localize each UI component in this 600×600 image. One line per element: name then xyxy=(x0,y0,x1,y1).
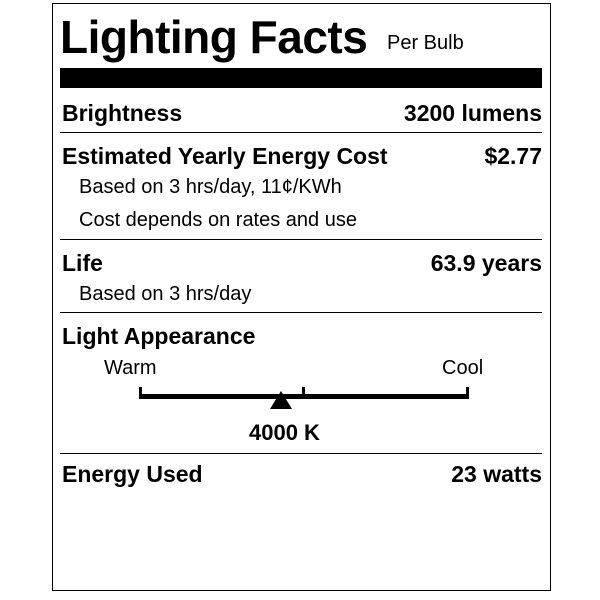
brightness-label: Brightness xyxy=(62,100,183,126)
divider xyxy=(60,453,542,454)
cool-label: Cool xyxy=(442,357,484,379)
lighting-facts-label xyxy=(52,3,551,591)
divider xyxy=(60,132,542,133)
energy-used-value: 23 watts xyxy=(451,461,542,487)
divider xyxy=(60,312,542,313)
energy-cost-note: Based on 3 hrs/day, 11¢/KWh xyxy=(79,176,342,198)
light-appearance-label: Light Appearance xyxy=(62,323,256,349)
divider xyxy=(60,239,542,240)
temperature-marker-icon xyxy=(270,391,293,409)
warm-label: Warm xyxy=(104,357,157,379)
label-subtitle: Per Bulb xyxy=(387,32,464,54)
color-temperature-value: 4000 K xyxy=(249,420,320,445)
energy-cost-note: Cost depends on rates and use xyxy=(79,209,357,231)
energy-cost-label: Estimated Yearly Energy Cost xyxy=(62,143,388,169)
life-note: Based on 3 hrs/day xyxy=(79,283,252,305)
energy-used-label: Energy Used xyxy=(62,461,203,487)
energy-cost-value: $2.77 xyxy=(484,143,542,169)
life-label: Life xyxy=(62,250,103,276)
scale-mid-tick xyxy=(302,387,305,397)
header-divider-bar xyxy=(60,68,542,88)
scale-end-tick xyxy=(139,387,142,399)
brightness-value: 3200 lumens xyxy=(403,100,542,126)
label-title: Lighting Facts xyxy=(60,11,368,63)
scale-end-tick xyxy=(466,387,469,399)
life-value: 63.9 years xyxy=(430,250,542,276)
